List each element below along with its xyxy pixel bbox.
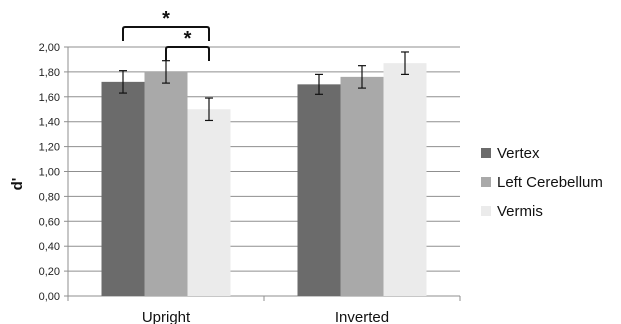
axes: 0,00 0,20 0,40 0,60 0,80 1,00 1,20 1,40 1,60 1,80… <box>39 42 461 324</box>
legend-swatch <box>481 148 491 158</box>
y-tick-label: 1,20 <box>39 142 60 154</box>
legend-label: Left Cerebellum <box>497 174 603 191</box>
bar <box>144 71 188 297</box>
significance-star: * <box>162 8 170 30</box>
y-tick-label: 0,20 <box>39 266 60 278</box>
bar <box>340 76 384 296</box>
significance-bracket <box>122 26 210 41</box>
y-tick-label: 0,80 <box>39 191 60 203</box>
significance-brackets: ** <box>122 8 210 61</box>
bar <box>101 81 145 296</box>
y-tick-label: 0,40 <box>39 241 60 253</box>
legend-label: Vermis <box>497 203 543 220</box>
x-category-label: Upright <box>142 309 191 324</box>
y-tick-label: 1,60 <box>39 92 60 104</box>
y-tick-label: 1,40 <box>39 117 60 129</box>
y-tick-label: 1,80 <box>39 67 60 79</box>
significance-bracket <box>165 46 210 61</box>
legend-swatch <box>481 206 491 216</box>
bars <box>101 63 427 297</box>
y-tick-label: 1,00 <box>39 167 60 179</box>
bar <box>297 84 341 296</box>
significance-star: * <box>184 28 192 50</box>
bar <box>187 109 231 296</box>
y-tick-label: 0,00 <box>39 291 60 303</box>
error-bars <box>119 51 409 122</box>
legend-swatch <box>481 177 491 187</box>
legend: Vertex Left Cerebellum Vermis <box>481 145 603 220</box>
bar <box>383 63 427 297</box>
y-tick-label: 0,60 <box>39 216 60 228</box>
y-tick-label: 2,00 <box>39 42 60 54</box>
x-category-label: Inverted <box>335 309 389 324</box>
legend-label: Vertex <box>497 145 540 162</box>
y-axis-label: d' <box>9 178 26 191</box>
